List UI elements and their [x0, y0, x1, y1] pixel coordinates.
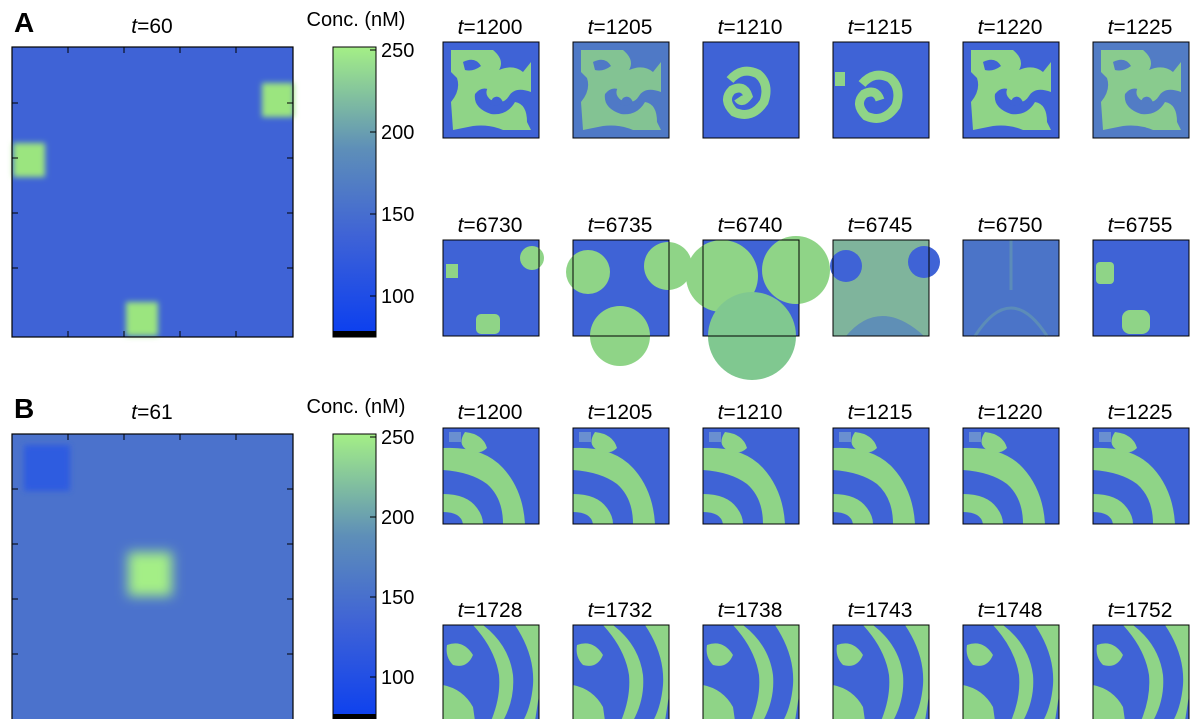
- snapshot-tile: t=1225: [1092, 16, 1190, 139]
- main-plot-title: t=60: [131, 15, 172, 38]
- snapshot-time: t=1728: [458, 599, 523, 622]
- snapshot-time: t=1732: [588, 599, 653, 622]
- colorbar-tick: 100: [381, 286, 414, 308]
- main-heatmap: [11, 433, 294, 719]
- snapshot-tile: t=1738: [702, 599, 800, 719]
- snapshot-time: t=1215: [848, 16, 913, 39]
- stimulus-patch: [262, 83, 294, 117]
- snapshot-tile: t=1200: [442, 401, 540, 525]
- stimulus-patch: [126, 302, 158, 336]
- colorbar-tick: 250: [381, 427, 414, 449]
- snapshot-time: t=1210: [718, 401, 783, 424]
- snapshot-tile: t=1225: [1092, 401, 1190, 525]
- snapshot-row: t=1200 t=1205 t=1210 t=1215: [442, 16, 1190, 139]
- panel-a: A t=60 Conc. (nM) 250 200 150 100: [11, 7, 1190, 380]
- snapshot-tile: t=6750: [962, 214, 1060, 337]
- snapshot-time: t=1210: [718, 16, 783, 39]
- snapshot-row: t=1200 t=1205 t=1210 t=1215 t=1220: [442, 401, 1190, 525]
- snapshot-tile: t=1732: [572, 599, 670, 719]
- snapshot-time: t=6755: [1108, 214, 1173, 237]
- snapshot-time: t=1743: [848, 599, 913, 622]
- snapshot-row: t=1728 t=1732 t=1738 t=1743 t=1748: [442, 599, 1190, 719]
- snapshot-time: t=1215: [848, 401, 913, 424]
- snapshot-time: t=6740: [718, 214, 783, 237]
- snapshot-tile: t=1748: [962, 599, 1060, 719]
- stimulus-patch: [24, 445, 70, 491]
- snapshot-tile: t=1215: [832, 401, 930, 525]
- snapshot-time: t=1220: [978, 401, 1043, 424]
- snapshot-time: t=1205: [588, 401, 653, 424]
- snapshot-tile: t=1743: [832, 599, 930, 719]
- colorbar-tick: 200: [381, 507, 414, 529]
- panel-label: B: [14, 393, 34, 424]
- snapshot-row: t=6730 t=6735 t=6740: [442, 214, 1190, 380]
- colorbar-tick: 150: [381, 204, 414, 226]
- snapshot-time: t=6745: [848, 214, 913, 237]
- snapshot-tile: t=1220: [962, 16, 1060, 139]
- colorbar-tick: 100: [381, 667, 414, 689]
- main-plot-title: t=61: [131, 401, 172, 424]
- panel-b: B t=61 Conc. (nM) 250 200 150 100: [11, 393, 1190, 719]
- snapshot-time: t=1748: [978, 599, 1043, 622]
- snapshot-time: t=1752: [1108, 599, 1173, 622]
- snapshot-tile: t=1215: [832, 16, 930, 139]
- snapshot-tile: t=6755: [1092, 214, 1190, 337]
- snapshot-time: t=6730: [458, 214, 523, 237]
- colorbar-tick: 250: [381, 40, 414, 62]
- snapshot-time: t=1220: [978, 16, 1043, 39]
- panel-label: A: [14, 7, 34, 38]
- snapshot-tile: t=6735: [566, 214, 692, 366]
- snapshot-time: t=1225: [1108, 401, 1173, 424]
- stimulus-patch: [128, 552, 172, 596]
- snapshot-tile: t=1200: [442, 16, 540, 139]
- snapshot-tile: t=1205: [572, 401, 670, 525]
- snapshot-tile: t=1752: [1092, 599, 1190, 719]
- snapshot-tile: t=1205: [572, 16, 670, 139]
- snapshot-time: t=1200: [458, 401, 523, 424]
- snapshot-time: t=6735: [588, 214, 653, 237]
- snapshot-time: t=1205: [588, 16, 653, 39]
- snapshot-time: t=1200: [458, 16, 523, 39]
- snapshot-tile: t=1220: [962, 401, 1060, 525]
- snapshot-tile: t=6740: [686, 214, 830, 380]
- snapshot-time: t=6750: [978, 214, 1043, 237]
- snapshot-tile: t=1728: [442, 599, 540, 719]
- colorbar: Conc. (nM) 250 200 150 100: [307, 396, 414, 719]
- snapshot-tile: t=6745: [830, 214, 940, 337]
- snapshot-tile: t=6730: [442, 214, 544, 337]
- main-heatmap: [11, 46, 294, 338]
- snapshot-tile: t=1210: [702, 401, 800, 525]
- snapshot-time: t=1225: [1108, 16, 1173, 39]
- stimulus-patch: [13, 143, 45, 177]
- colorbar-title: Conc. (nM): [307, 9, 406, 31]
- colorbar-tick: 200: [381, 122, 414, 144]
- snapshot-time: t=1738: [718, 599, 783, 622]
- snapshot-tile: t=1210: [702, 16, 800, 139]
- colorbar-tick: 150: [381, 587, 414, 609]
- colorbar: Conc. (nM) 250 200 150 100: [307, 9, 414, 338]
- colorbar-title: Conc. (nM): [307, 396, 406, 418]
